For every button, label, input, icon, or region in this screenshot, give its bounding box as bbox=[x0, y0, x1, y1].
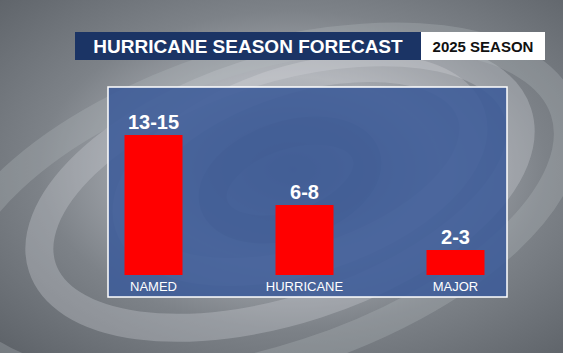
bars bbox=[125, 135, 485, 275]
bar bbox=[427, 250, 485, 275]
category-label: MAJOR bbox=[433, 279, 479, 294]
swirl bbox=[5, 0, 555, 353]
chart: HURRICANE SEASON FORECAST 2025 SEASON 13-1… bbox=[0, 0, 563, 353]
subtitle: 2025 SEASON bbox=[433, 38, 534, 55]
bar bbox=[125, 135, 183, 275]
title-box bbox=[75, 32, 421, 60]
swirl bbox=[0, 0, 563, 353]
title: HURRICANE SEASON FORECAST bbox=[93, 36, 403, 57]
data-label: 6-8 bbox=[290, 181, 319, 203]
data-label: 2-3 bbox=[441, 226, 470, 248]
subtitle-box bbox=[421, 32, 545, 60]
data-label: 13-15 bbox=[128, 111, 179, 133]
bar bbox=[276, 205, 334, 275]
panel bbox=[108, 87, 507, 297]
category-label: NAMED bbox=[130, 279, 177, 294]
category-label: HURRICANE bbox=[266, 279, 344, 294]
